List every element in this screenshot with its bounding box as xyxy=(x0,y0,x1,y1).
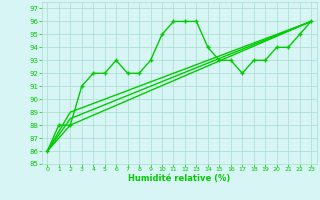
X-axis label: Humidité relative (%): Humidité relative (%) xyxy=(128,174,230,183)
